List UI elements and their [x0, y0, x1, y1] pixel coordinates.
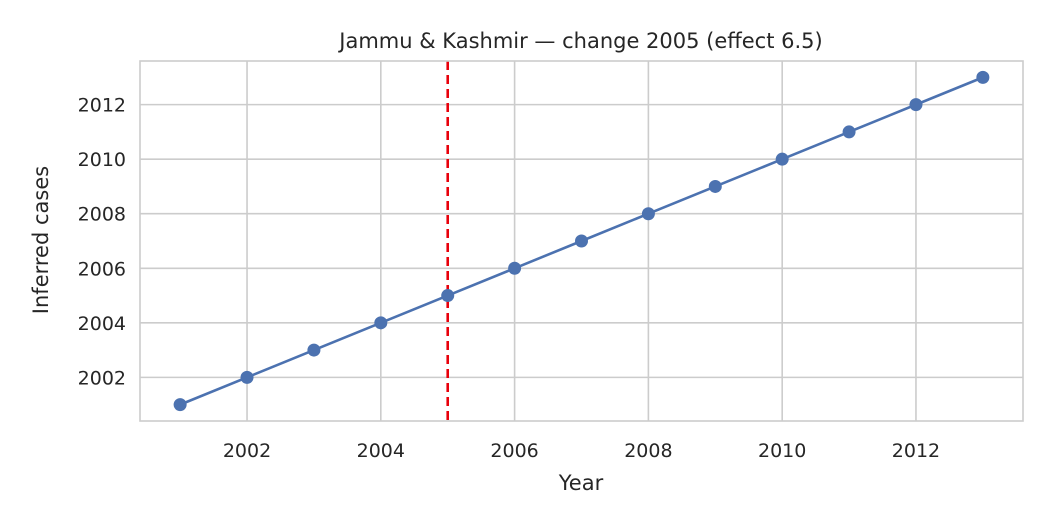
y-tick-label: 2004	[78, 313, 126, 335]
x-tick-label: 2010	[758, 440, 806, 462]
x-tick-label: 2012	[892, 440, 940, 462]
y-tick-label: 2002	[78, 367, 126, 389]
y-tick-labels: 2002 2004 2006 2008 2010 2012	[78, 95, 126, 390]
x-tick-label: 2008	[624, 440, 672, 462]
data-point	[775, 152, 789, 166]
data-point	[842, 125, 856, 139]
data-point	[641, 207, 655, 221]
data-point	[441, 289, 455, 303]
plot-frame	[139, 60, 1024, 422]
y-tick-label: 2012	[78, 95, 126, 117]
series-layer	[173, 70, 990, 412]
y-tick-label: 2008	[78, 204, 126, 226]
y-tick-label: 2006	[78, 258, 126, 280]
x-tick-label: 2006	[490, 440, 538, 462]
chart-title: Jammu & Kashmir — change 2005 (effect 6.…	[337, 29, 822, 53]
x-axis-label: Year	[558, 471, 604, 495]
x-tick-label: 2004	[357, 440, 405, 462]
data-point	[173, 398, 187, 412]
data-point	[240, 370, 254, 384]
x-tick-labels: 2002 2004 2006 2008 2010 2012	[223, 440, 940, 462]
grid-lines	[140, 61, 1023, 421]
y-axis-label: Inferred cases	[29, 166, 53, 314]
data-point	[307, 343, 321, 357]
data-point	[909, 98, 923, 112]
data-point	[976, 70, 990, 84]
data-point	[374, 316, 388, 330]
data-point	[508, 261, 522, 275]
y-tick-label: 2010	[78, 149, 126, 171]
data-point	[708, 179, 722, 193]
x-tick-label: 2002	[223, 440, 271, 462]
data-point	[575, 234, 588, 248]
